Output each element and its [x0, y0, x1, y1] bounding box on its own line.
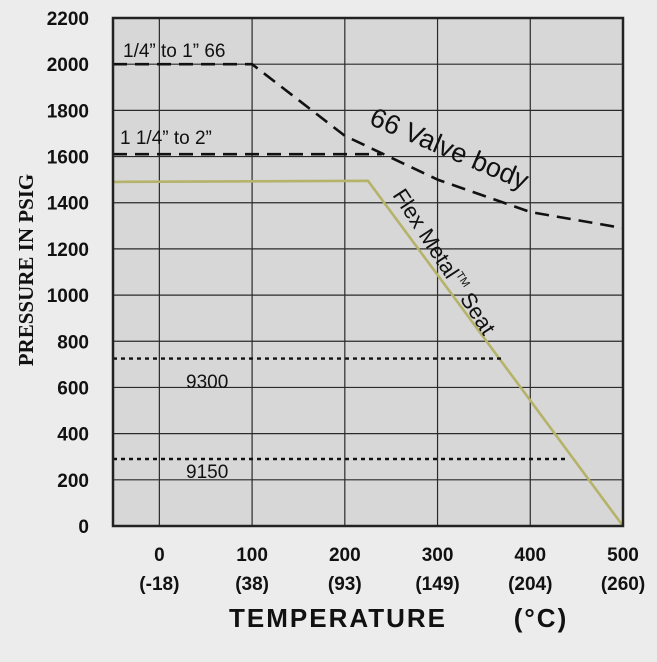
y-tick-label: 1400	[47, 194, 89, 215]
x-tick-sublabel: (204)	[508, 574, 552, 595]
series-label-9150: 9150	[186, 462, 228, 483]
y-tick-label: 0	[78, 517, 89, 538]
x-tick-sublabel: (93)	[328, 574, 362, 595]
y-tick-label: 1800	[47, 101, 89, 122]
y-tick-label: 200	[57, 471, 89, 492]
y-tick-label: 400	[57, 425, 89, 446]
x-axis-ticks: 0 (-18) 100 (38) 200 (93) 300 (149) 400 (204) 500 (…	[139, 545, 645, 595]
y-tick-label: 1600	[47, 148, 89, 169]
series-label-9300: 9300	[186, 372, 228, 393]
x-tick-sublabel: (149)	[415, 574, 459, 595]
x-axis-unit: (°C)	[514, 603, 569, 633]
x-axis-label: TEMPERATURE	[229, 603, 447, 633]
x-tick-label: 300	[422, 545, 454, 566]
series-label-valve-body-small: 1/4” to 1” 66	[123, 41, 225, 62]
series-group	[112, 62, 625, 527]
series-line-flex-metal-seat	[112, 179, 625, 527]
grid	[113, 18, 623, 526]
y-tick-label: 2000	[47, 55, 89, 76]
x-tick-sublabel: (38)	[235, 574, 269, 595]
x-tick-sublabel: (-18)	[139, 574, 179, 595]
plot-frame	[111, 16, 625, 528]
x-tick-label: 200	[329, 545, 361, 566]
y-tick-label: 1200	[47, 240, 89, 261]
x-tick-sublabel: (260)	[601, 574, 645, 595]
x-tick-label: 500	[607, 545, 639, 566]
series-line-valve-body-small	[113, 62, 624, 230]
y-tick-label: 2200	[47, 9, 89, 30]
x-tick-label: 0	[154, 545, 165, 566]
y-tick-label: 1000	[47, 286, 89, 307]
plot-area	[113, 18, 623, 526]
y-axis-ticks: 0 200 400 600 800 1000 1200 1400 1600 1800 2000 220…	[47, 9, 89, 538]
x-tick-label: 400	[514, 545, 546, 566]
y-tick-label: 600	[57, 378, 89, 399]
y-tick-label: 800	[57, 332, 89, 353]
x-tick-label: 100	[236, 545, 268, 566]
series-label-valve-body-large: 1 1/4” to 2”	[120, 128, 212, 149]
y-axis-label: PRESSURE IN PSIG	[14, 174, 38, 367]
